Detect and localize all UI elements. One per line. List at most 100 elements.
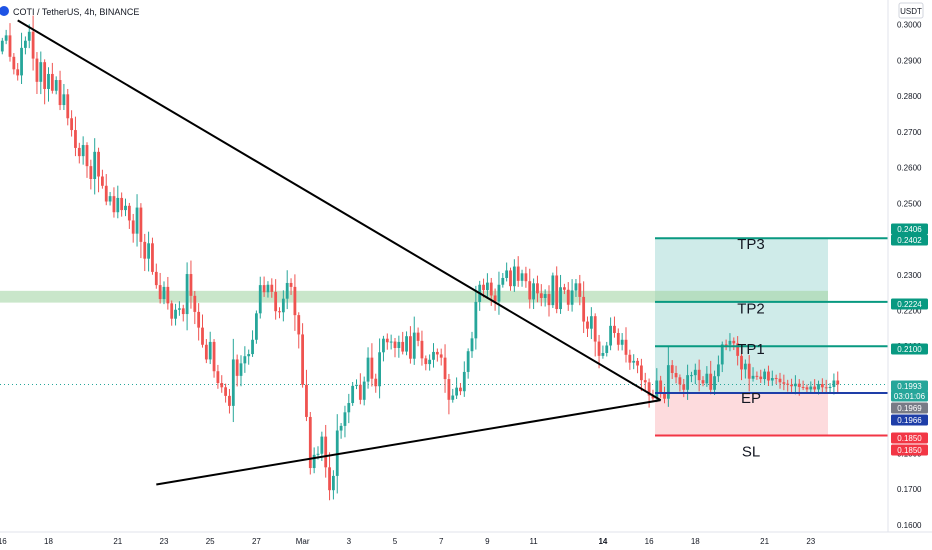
candle [351, 385, 355, 404]
x-tick-label: 7 [439, 537, 444, 546]
level-lines: TP3 TP2 TP1 EP SL [655, 236, 888, 461]
candle [462, 371, 466, 392]
candle [763, 371, 766, 380]
candle [786, 383, 790, 385]
candle [104, 185, 108, 202]
candle [31, 31, 35, 59]
candle [81, 145, 85, 157]
descending-trendline[interactable] [17, 19, 662, 402]
x-tick-label: 14 [598, 537, 607, 546]
candle [231, 359, 235, 406]
candle [108, 196, 112, 202]
candle [643, 380, 647, 383]
candle [678, 377, 682, 385]
tag-sl-lower: 0.1850 [897, 446, 922, 455]
candle [343, 412, 347, 426]
candle [324, 436, 328, 468]
y-tick-label: 0.2500 [897, 199, 922, 208]
candle [563, 287, 566, 290]
y-tick-label: 0.2600 [897, 164, 922, 173]
candle [817, 384, 820, 390]
candle [281, 298, 285, 313]
candle [301, 334, 304, 385]
tag-avg: 0.1966 [897, 416, 922, 425]
candle [624, 339, 628, 355]
level-label-ep: EP [741, 390, 761, 407]
candle [732, 340, 736, 344]
tag-tp1: 0.2100 [897, 345, 922, 354]
candle [524, 273, 528, 282]
candle [35, 58, 39, 82]
candle [451, 395, 455, 400]
candle [255, 313, 258, 340]
candle [112, 196, 116, 213]
candle [655, 380, 659, 399]
candle [651, 395, 655, 399]
tag-sl-upper: 0.1850 [897, 434, 922, 443]
candle [751, 375, 755, 379]
x-tick-label: 21 [113, 537, 122, 546]
candle [247, 354, 251, 357]
ascending-trendline[interactable] [156, 399, 661, 486]
candle [686, 375, 689, 390]
candle [551, 275, 555, 306]
candle [666, 365, 670, 399]
candle [690, 375, 693, 377]
candle [143, 241, 147, 259]
level-label-tp1: TP1 [737, 341, 765, 358]
candle [224, 387, 227, 396]
currency-badge[interactable] [898, 2, 924, 19]
candle [601, 352, 605, 356]
candle [212, 341, 216, 372]
loss-zone [655, 393, 828, 436]
candle [305, 384, 308, 417]
candle [528, 281, 532, 300]
resistance-zone [0, 290, 828, 303]
candle [613, 325, 616, 333]
tag-tp3: 0.2402 [897, 236, 922, 245]
candle [701, 380, 705, 384]
candle [489, 282, 493, 296]
candle [297, 315, 301, 335]
candles [0, 15, 840, 501]
candle [39, 62, 43, 82]
level-label-tp3: TP3 [737, 236, 765, 253]
candle [767, 371, 770, 381]
candle [262, 285, 266, 293]
candle [435, 351, 439, 355]
candle [347, 403, 351, 413]
candle [270, 284, 274, 292]
candle [582, 296, 586, 322]
candle [89, 166, 93, 179]
y-tick-label: 0.1700 [897, 485, 922, 494]
candle [736, 343, 740, 356]
candle [782, 382, 786, 384]
candle [824, 387, 828, 389]
candle [759, 376, 763, 380]
candle [409, 336, 412, 359]
candle [358, 384, 362, 400]
candle [770, 378, 774, 381]
candle [820, 384, 824, 388]
candle [58, 80, 62, 106]
time-axis[interactable]: 16 18 21 23 25 27 Mar 3 5 7 9 11 14 16 18 21 23 [0, 537, 816, 546]
candle [135, 207, 139, 234]
candle [124, 205, 127, 211]
candle [774, 378, 778, 380]
candle [470, 338, 474, 352]
candle [382, 338, 385, 353]
candle [740, 355, 743, 370]
y-tick-label: 0.1600 [897, 521, 922, 530]
candle [27, 31, 31, 41]
candle [316, 453, 320, 455]
candle [597, 341, 601, 356]
x-tick-label: 9 [485, 537, 490, 546]
candle [289, 282, 293, 287]
y-tick-label: 0.2200 [897, 306, 922, 315]
candle [543, 294, 547, 298]
candle [405, 336, 408, 352]
candle [54, 80, 58, 91]
candle [24, 40, 27, 48]
candle [258, 285, 262, 314]
